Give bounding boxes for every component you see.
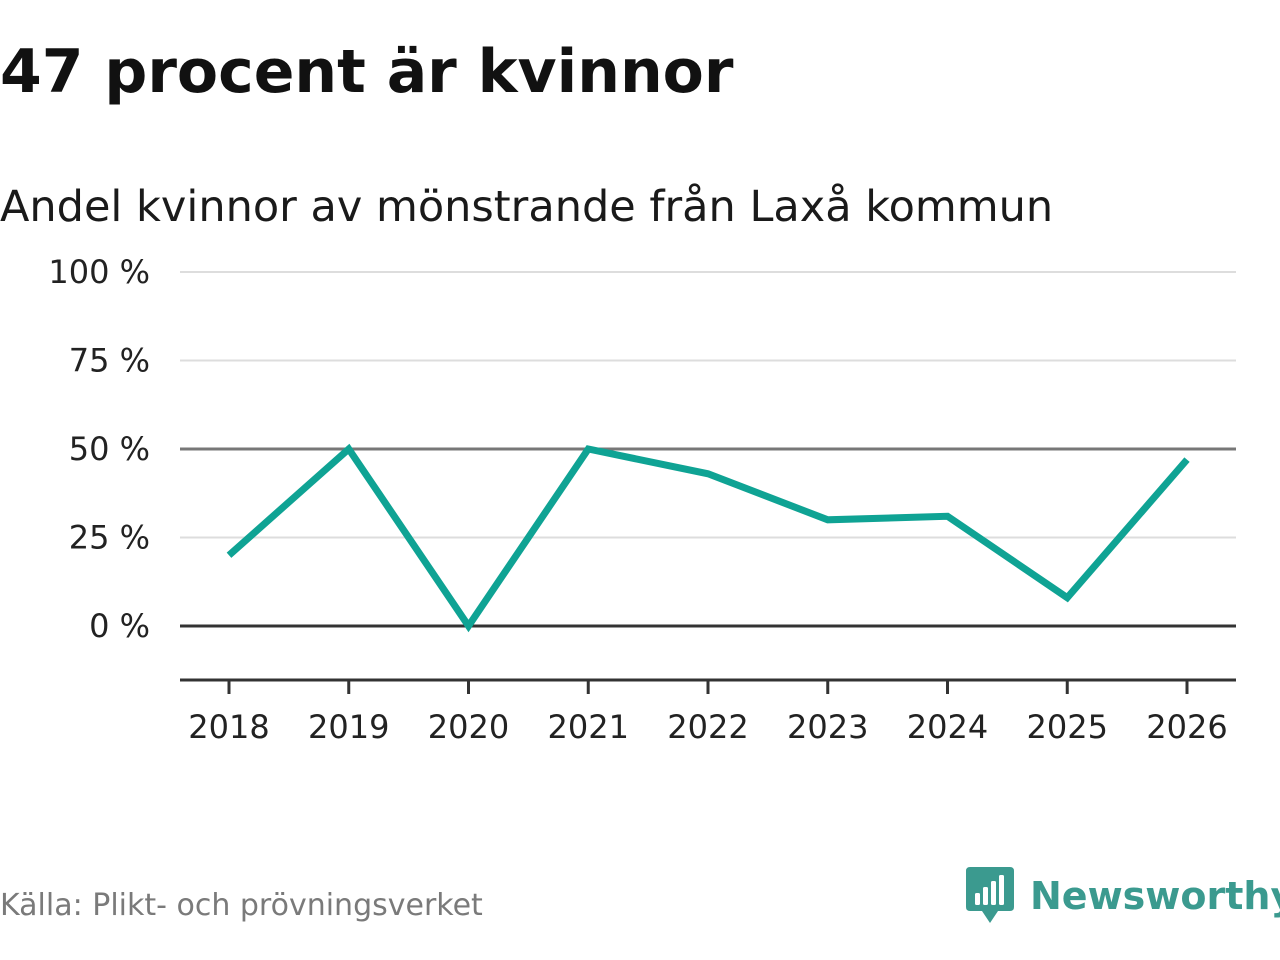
y-tick-label: 0 % bbox=[89, 607, 150, 645]
y-tick-label: 100 % bbox=[48, 253, 150, 291]
brand-logo[interactable]: Newsworthy bbox=[964, 864, 1280, 928]
y-tick-label: 50 % bbox=[69, 430, 150, 468]
chart-subtitle: Andel kvinnor av mönstrande från Laxå ko… bbox=[0, 182, 1054, 232]
y-tick-label: 75 % bbox=[69, 342, 150, 380]
x-tick-label: 2026 bbox=[1146, 708, 1227, 746]
x-tick-label: 2020 bbox=[428, 708, 509, 746]
x-tick-label: 2018 bbox=[188, 708, 269, 746]
x-tick-label: 2022 bbox=[667, 708, 748, 746]
x-tick-label: 2021 bbox=[548, 708, 629, 746]
line-chart: 0 % 25 % 50 % 75 % 100 % 2018 2019 2020 2021 2022… bbox=[48, 253, 1236, 746]
x-tick-label: 2019 bbox=[308, 708, 389, 746]
chart-title: 47 procent är kvinnor bbox=[0, 37, 734, 107]
source-note: Källa: Plikt- och prövningsverket bbox=[0, 888, 483, 923]
y-tick-label: 25 % bbox=[69, 519, 150, 557]
newsworthy-logo-icon bbox=[966, 867, 1014, 923]
x-tick-label: 2024 bbox=[907, 708, 988, 746]
brand-name: Newsworthy bbox=[1030, 874, 1280, 918]
series-line bbox=[226, 443, 1190, 633]
x-tick-label: 2023 bbox=[787, 708, 868, 746]
x-tick-label: 2025 bbox=[1027, 708, 1108, 746]
